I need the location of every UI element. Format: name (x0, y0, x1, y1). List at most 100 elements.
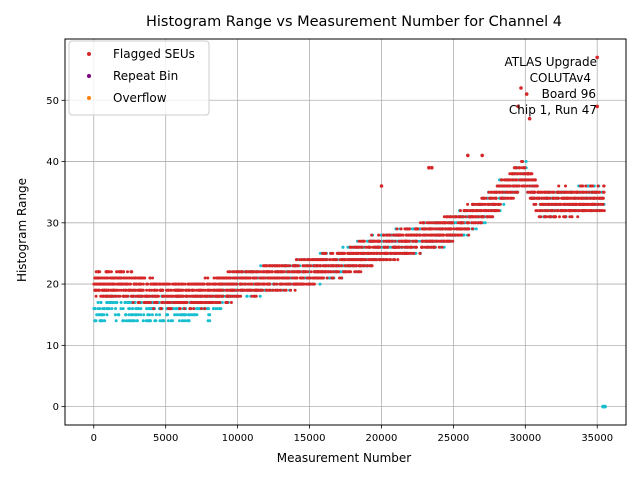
data-point (473, 202, 477, 206)
data-point (526, 178, 530, 182)
data-point (427, 221, 431, 225)
data-point (483, 221, 487, 225)
data-point (103, 294, 107, 298)
data-point (277, 264, 281, 268)
legend-label-flagged-seus: Flagged SEUs (113, 47, 195, 61)
data-point (439, 233, 443, 237)
data-point (269, 276, 272, 280)
data-point (251, 270, 254, 274)
data-point (372, 239, 376, 243)
data-point (198, 288, 202, 292)
data-point (309, 264, 313, 268)
data-point (595, 104, 599, 109)
data-point (581, 190, 585, 194)
data-point (321, 276, 325, 280)
data-point (388, 239, 392, 243)
data-point (158, 282, 162, 286)
data-point (226, 276, 229, 280)
data-point (522, 184, 526, 188)
data-point (377, 258, 381, 262)
data-point (292, 282, 296, 286)
data-point (153, 319, 157, 323)
data-point (133, 319, 137, 323)
data-point (139, 307, 143, 311)
data-point (326, 270, 330, 274)
data-point (385, 233, 389, 237)
data-point (274, 288, 278, 292)
data-point (211, 307, 215, 311)
data-point (360, 251, 364, 255)
data-point (530, 196, 534, 200)
data-point (101, 294, 105, 298)
data-point (285, 276, 289, 280)
data-point (318, 282, 322, 286)
data-point (108, 301, 112, 304)
data-point (502, 196, 506, 200)
data-point (283, 264, 287, 268)
data-point (568, 215, 572, 219)
data-point (559, 190, 563, 194)
data-point (122, 288, 126, 292)
data-point (271, 288, 275, 292)
data-point (113, 294, 117, 298)
data-point (493, 209, 497, 213)
legend-marker-overflow (87, 96, 91, 100)
data-point (553, 202, 557, 206)
data-point (107, 307, 111, 311)
data-point (309, 270, 313, 274)
data-point (465, 227, 469, 231)
data-point (131, 307, 134, 311)
data-point (479, 209, 483, 213)
data-point (251, 288, 255, 292)
data-point (275, 264, 279, 268)
data-point (112, 288, 116, 292)
data-point (133, 282, 137, 286)
data-point (220, 282, 224, 286)
data-point (298, 276, 302, 280)
data-point (271, 276, 275, 280)
data-point (420, 239, 424, 243)
data-point (472, 221, 476, 225)
data-point (537, 196, 541, 200)
x-tick-label: 15000 (294, 433, 326, 444)
data-point (116, 282, 120, 286)
data-point (332, 264, 336, 268)
data-point (203, 276, 207, 280)
data-point (217, 276, 221, 280)
data-point (116, 294, 120, 298)
data-point (154, 313, 158, 317)
data-point (407, 227, 411, 231)
data-point (447, 227, 451, 231)
data-point (536, 190, 540, 194)
data-point (284, 282, 288, 286)
data-point (146, 307, 150, 311)
data-point (192, 282, 196, 286)
data-point (330, 258, 334, 262)
data-point (551, 196, 555, 200)
data-point (298, 270, 302, 274)
data-point (580, 184, 584, 188)
data-point (150, 313, 154, 317)
data-point (597, 209, 601, 213)
data-point (497, 184, 501, 188)
data-point (200, 307, 203, 311)
data-point (121, 270, 125, 274)
data-point (129, 288, 133, 292)
data-point (515, 178, 519, 182)
data-point (431, 233, 434, 237)
data-point (474, 221, 478, 225)
data-point (119, 288, 123, 292)
data-point (593, 196, 597, 200)
legend: Flagged SEUs Repeat Bin Overflow (68, 40, 210, 116)
data-point (258, 276, 262, 280)
data-point (102, 288, 106, 292)
data-point (529, 172, 533, 176)
data-point (411, 251, 415, 255)
data-point (207, 288, 211, 292)
data-point (153, 288, 157, 292)
data-point (159, 307, 163, 311)
data-point (440, 227, 444, 231)
data-point (559, 202, 563, 206)
data-point (360, 245, 364, 249)
data-point (382, 233, 385, 237)
